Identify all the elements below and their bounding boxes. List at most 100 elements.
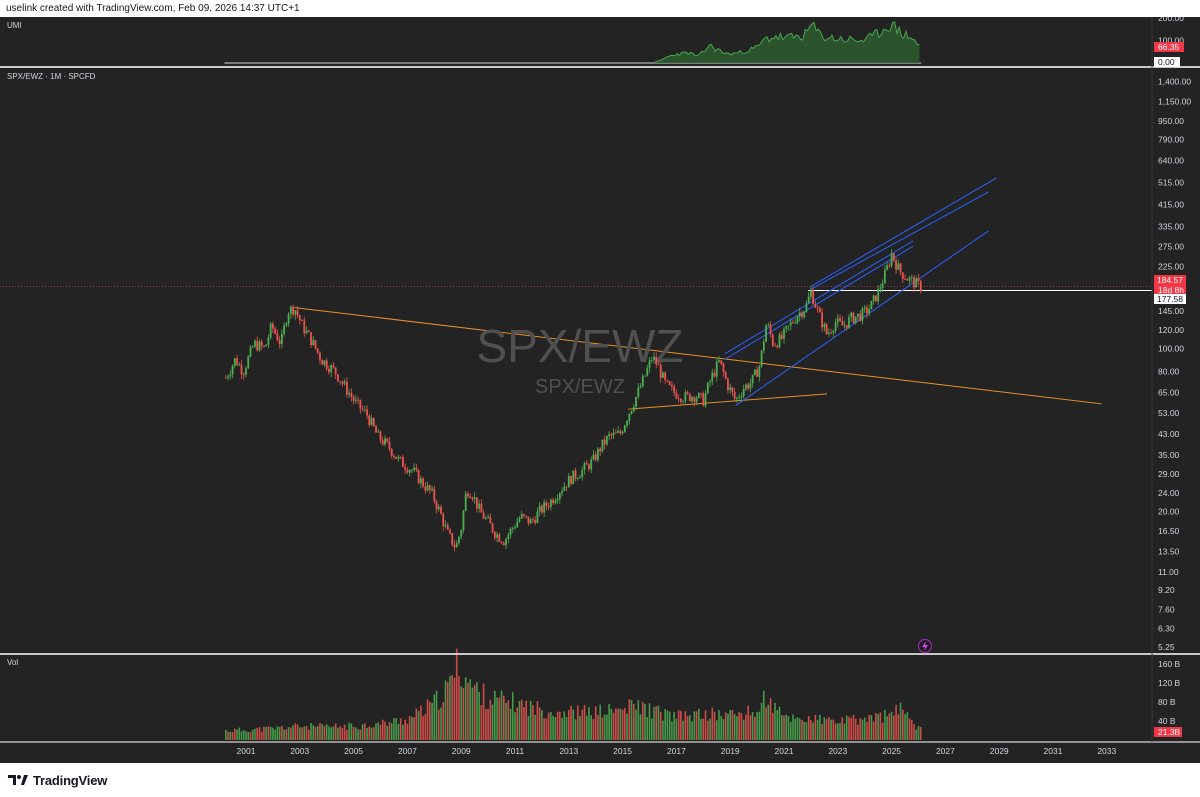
- candle-body[interactable]: [538, 505, 541, 512]
- candle-body[interactable]: [431, 488, 433, 491]
- candle-body[interactable]: [361, 408, 364, 410]
- candle-body[interactable]: [491, 523, 494, 533]
- candle-body[interactable]: [375, 426, 377, 433]
- candle-body[interactable]: [249, 347, 252, 357]
- candle-body[interactable]: [558, 493, 561, 499]
- candle-body[interactable]: [419, 478, 422, 484]
- candle-body[interactable]: [393, 455, 395, 457]
- candle-body[interactable]: [254, 340, 256, 347]
- candle-body[interactable]: [635, 396, 637, 408]
- candle-body[interactable]: [859, 313, 862, 321]
- candle-body[interactable]: [543, 502, 546, 513]
- candle-body[interactable]: [765, 325, 767, 342]
- candle-body[interactable]: [890, 253, 893, 266]
- candle-body[interactable]: [561, 490, 563, 494]
- candle-body[interactable]: [240, 364, 243, 375]
- candle-body[interactable]: [444, 524, 447, 527]
- candle-body[interactable]: [238, 364, 241, 366]
- candle-body[interactable]: [242, 374, 245, 376]
- candle-body[interactable]: [713, 372, 716, 377]
- candle-body[interactable]: [641, 376, 644, 387]
- candle-body[interactable]: [471, 497, 474, 500]
- candle-body[interactable]: [774, 345, 776, 347]
- candle-body[interactable]: [841, 320, 844, 326]
- candle-body[interactable]: [332, 365, 335, 368]
- candle-body[interactable]: [803, 311, 806, 317]
- candle-body[interactable]: [236, 358, 238, 366]
- candle-body[interactable]: [653, 356, 655, 361]
- candle-body[interactable]: [854, 316, 857, 323]
- candle-body[interactable]: [574, 470, 577, 479]
- candle-body[interactable]: [386, 438, 389, 442]
- candle-body[interactable]: [904, 278, 906, 280]
- candle-body[interactable]: [312, 340, 315, 346]
- candle-body[interactable]: [621, 432, 624, 434]
- candle-body[interactable]: [534, 519, 537, 523]
- candle-body[interactable]: [339, 381, 342, 383]
- price-axis[interactable]: 1,400.00 1,150.00 950.00 790.00 640.00 515.00…: [1158, 17, 1191, 726]
- candle-body[interactable]: [379, 431, 382, 441]
- candle-body[interactable]: [565, 486, 568, 488]
- candle-body[interactable]: [599, 448, 602, 452]
- candle-body[interactable]: [464, 493, 467, 511]
- candle-body[interactable]: [576, 478, 579, 479]
- candle-body[interactable]: [247, 356, 250, 369]
- candle-body[interactable]: [836, 318, 839, 323]
- candle-body[interactable]: [572, 470, 575, 485]
- candle-body[interactable]: [484, 517, 487, 519]
- candle-body[interactable]: [245, 368, 247, 375]
- candle-body[interactable]: [370, 418, 373, 425]
- candle-body[interactable]: [673, 386, 676, 393]
- candle-body[interactable]: [352, 396, 355, 401]
- candle-body[interactable]: [839, 318, 841, 321]
- candle-body[interactable]: [709, 381, 711, 383]
- candle-body[interactable]: [780, 334, 783, 339]
- candle-body[interactable]: [612, 432, 615, 436]
- umi-pane[interactable]: [224, 21, 922, 64]
- candle-body[interactable]: [493, 532, 496, 538]
- candle-body[interactable]: [597, 448, 599, 461]
- candle-body[interactable]: [684, 392, 687, 402]
- candle-body[interactable]: [482, 512, 485, 519]
- candle-body[interactable]: [433, 488, 436, 502]
- candle-body[interactable]: [305, 330, 308, 334]
- candle-body[interactable]: [285, 323, 288, 326]
- candle-body[interactable]: [265, 344, 268, 347]
- candle-body[interactable]: [269, 323, 272, 338]
- candle-body[interactable]: [267, 337, 270, 345]
- candle-body[interactable]: [296, 310, 299, 316]
- candle-body[interactable]: [785, 326, 788, 329]
- candle-body[interactable]: [718, 360, 720, 362]
- candle-body[interactable]: [682, 401, 685, 402]
- volume-pane[interactable]: [225, 648, 922, 740]
- candle-body[interactable]: [406, 469, 409, 473]
- candle-body[interactable]: [251, 346, 254, 348]
- candle-body[interactable]: [511, 527, 514, 529]
- candle-body[interactable]: [283, 325, 286, 334]
- candle-body[interactable]: [473, 497, 476, 500]
- candles-layer[interactable]: [224, 248, 922, 552]
- candle-body[interactable]: [655, 356, 658, 365]
- candle-body[interactable]: [742, 388, 745, 397]
- candle-body[interactable]: [390, 448, 393, 456]
- candle-body[interactable]: [366, 409, 368, 416]
- candle-body[interactable]: [316, 348, 319, 353]
- candle-body[interactable]: [648, 360, 651, 369]
- candle-body[interactable]: [897, 263, 900, 270]
- candle-body[interactable]: [702, 393, 705, 406]
- candle-body[interactable]: [731, 387, 734, 393]
- candle-body[interactable]: [507, 534, 510, 539]
- candle-body[interactable]: [848, 317, 850, 328]
- candle-body[interactable]: [509, 528, 512, 535]
- candle-body[interactable]: [771, 334, 774, 346]
- candle-body[interactable]: [807, 296, 810, 304]
- candle-body[interactable]: [287, 314, 290, 324]
- candle-body[interactable]: [601, 439, 604, 452]
- channel-line[interactable]: [810, 191, 989, 290]
- candle-body[interactable]: [467, 493, 469, 497]
- candle-body[interactable]: [736, 397, 738, 399]
- candle-body[interactable]: [294, 310, 297, 315]
- candle-body[interactable]: [704, 393, 707, 406]
- candle-body[interactable]: [388, 441, 391, 449]
- candle-body[interactable]: [650, 360, 653, 361]
